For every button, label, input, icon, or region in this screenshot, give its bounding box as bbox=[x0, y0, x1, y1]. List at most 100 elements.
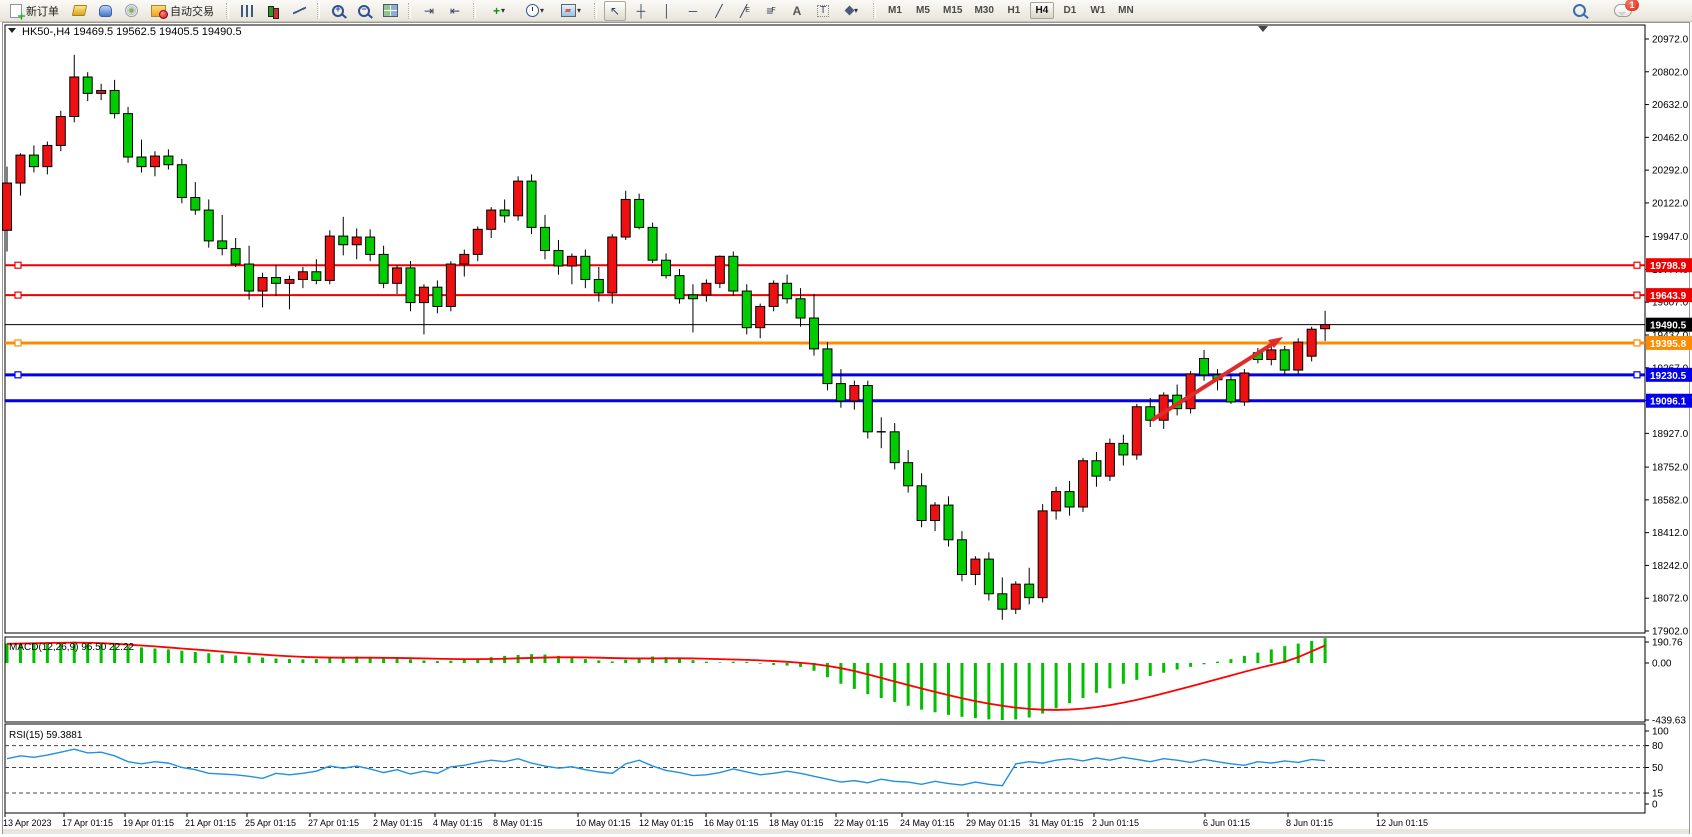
vertical-line-tool[interactable]: │ bbox=[663, 3, 671, 18]
candle[interactable] bbox=[647, 222, 658, 264]
candle[interactable] bbox=[1078, 457, 1088, 512]
text-tool[interactable]: A bbox=[792, 3, 802, 18]
candle[interactable] bbox=[943, 496, 954, 547]
candle[interactable] bbox=[459, 249, 470, 277]
mql5-icon[interactable] bbox=[68, 1, 90, 21]
candle[interactable] bbox=[593, 266, 604, 302]
candle[interactable] bbox=[768, 280, 779, 312]
timeframe-button-D1[interactable]: D1 bbox=[1058, 2, 1082, 19]
candle[interactable] bbox=[1225, 374, 1236, 404]
candle[interactable] bbox=[862, 380, 873, 439]
chat-icon[interactable]: 1 bbox=[1612, 0, 1639, 21]
candle[interactable] bbox=[714, 255, 725, 289]
candle[interactable] bbox=[297, 266, 308, 289]
candle[interactable] bbox=[1024, 567, 1035, 605]
candle[interactable] bbox=[418, 284, 429, 335]
arrows-tool[interactable]: ▾ bbox=[838, 1, 866, 21]
candle[interactable] bbox=[244, 245, 255, 300]
candle[interactable] bbox=[1279, 345, 1290, 375]
candle[interactable] bbox=[889, 423, 900, 470]
candle[interactable] bbox=[607, 234, 618, 304]
candle[interactable] bbox=[123, 106, 134, 163]
candle[interactable] bbox=[392, 265, 403, 294]
candle[interactable] bbox=[1306, 326, 1317, 362]
new-order-button[interactable]: 新订单 bbox=[5, 1, 64, 21]
trendline-tool[interactable]: ╱ bbox=[715, 3, 723, 18]
candle[interactable] bbox=[96, 83, 107, 101]
candle[interactable] bbox=[741, 284, 752, 335]
autotrading-button[interactable]: 自动交易 bbox=[146, 1, 219, 21]
main-pane[interactable] bbox=[4, 24, 1646, 634]
equidistant-channel-tool[interactable]: ╱ E bbox=[740, 3, 750, 18]
add-indicator-button[interactable]: + ▾ bbox=[492, 3, 506, 18]
candle[interactable] bbox=[284, 275, 295, 310]
candle[interactable] bbox=[1199, 349, 1210, 381]
candle[interactable] bbox=[1293, 338, 1304, 375]
timeframe-button-H4[interactable]: H4 bbox=[1029, 2, 1054, 19]
candle[interactable] bbox=[903, 450, 914, 493]
candle[interactable] bbox=[755, 303, 766, 339]
candle[interactable] bbox=[1091, 452, 1102, 487]
candle[interactable] bbox=[82, 72, 93, 102]
cursor-tool[interactable]: ↖ bbox=[604, 0, 626, 21]
community-icon[interactable] bbox=[94, 1, 116, 21]
hline-handle[interactable] bbox=[14, 291, 22, 299]
candle[interactable] bbox=[1037, 504, 1048, 603]
candle[interactable] bbox=[69, 54, 80, 123]
candle[interactable] bbox=[876, 417, 886, 449]
symbol-dropdown-icon[interactable] bbox=[8, 28, 16, 33]
candle[interactable] bbox=[620, 190, 631, 240]
candle[interactable] bbox=[109, 79, 120, 119]
zoom-out-icon[interactable]: − bbox=[353, 1, 375, 21]
candle[interactable] bbox=[190, 182, 201, 215]
trend-arrow[interactable] bbox=[1150, 341, 1276, 422]
candle[interactable] bbox=[163, 149, 174, 170]
candle[interactable] bbox=[566, 253, 577, 285]
crosshair-tool[interactable]: ┼ bbox=[636, 3, 646, 18]
candle[interactable] bbox=[42, 141, 53, 175]
candle[interactable] bbox=[849, 380, 860, 410]
candle[interactable] bbox=[1010, 581, 1021, 615]
candle[interactable] bbox=[2, 166, 12, 252]
candle[interactable] bbox=[540, 214, 550, 260]
candle[interactable] bbox=[203, 199, 214, 248]
candle[interactable] bbox=[916, 473, 927, 528]
candle[interactable] bbox=[136, 139, 147, 173]
candle[interactable] bbox=[405, 261, 416, 312]
candlestick-chart-icon[interactable] bbox=[262, 1, 284, 21]
candle[interactable] bbox=[930, 502, 941, 532]
candle[interactable] bbox=[230, 238, 241, 267]
timeframe-button-M15[interactable]: M15 bbox=[939, 2, 966, 19]
candle[interactable] bbox=[499, 199, 510, 223]
candle[interactable] bbox=[513, 176, 524, 221]
tile-windows-icon[interactable] bbox=[379, 1, 401, 21]
bar-chart-icon[interactable] bbox=[236, 1, 258, 21]
candle[interactable] bbox=[338, 216, 349, 256]
candle[interactable] bbox=[365, 229, 376, 262]
candle[interactable] bbox=[701, 279, 712, 302]
candle[interactable] bbox=[553, 239, 564, 275]
search-icon[interactable] bbox=[1568, 1, 1590, 21]
candle[interactable] bbox=[782, 274, 793, 304]
candle[interactable] bbox=[271, 265, 281, 296]
macd-pane[interactable] bbox=[4, 636, 1646, 723]
trend-arrow-head[interactable] bbox=[1268, 337, 1283, 348]
auto-scroll-icon[interactable]: ⇥ bbox=[423, 3, 435, 18]
candle[interactable] bbox=[983, 552, 994, 601]
candle[interactable] bbox=[822, 342, 833, 391]
candle[interactable] bbox=[809, 293, 819, 356]
candle[interactable] bbox=[674, 268, 685, 304]
candle[interactable] bbox=[378, 245, 389, 289]
hline-handle[interactable] bbox=[14, 261, 22, 269]
candle[interactable] bbox=[311, 259, 322, 285]
candle[interactable] bbox=[1118, 434, 1129, 466]
text-label-tool[interactable]: T bbox=[812, 1, 834, 21]
rsi-pane[interactable] bbox=[4, 723, 1646, 814]
periods-button[interactable]: ▾ bbox=[519, 1, 551, 21]
candle[interactable] bbox=[257, 272, 268, 308]
fibonacci-tool[interactable]: ≡ F bbox=[766, 3, 776, 18]
candle[interactable] bbox=[149, 151, 160, 177]
hline-handle[interactable] bbox=[1633, 291, 1641, 299]
candle[interactable] bbox=[28, 145, 39, 173]
